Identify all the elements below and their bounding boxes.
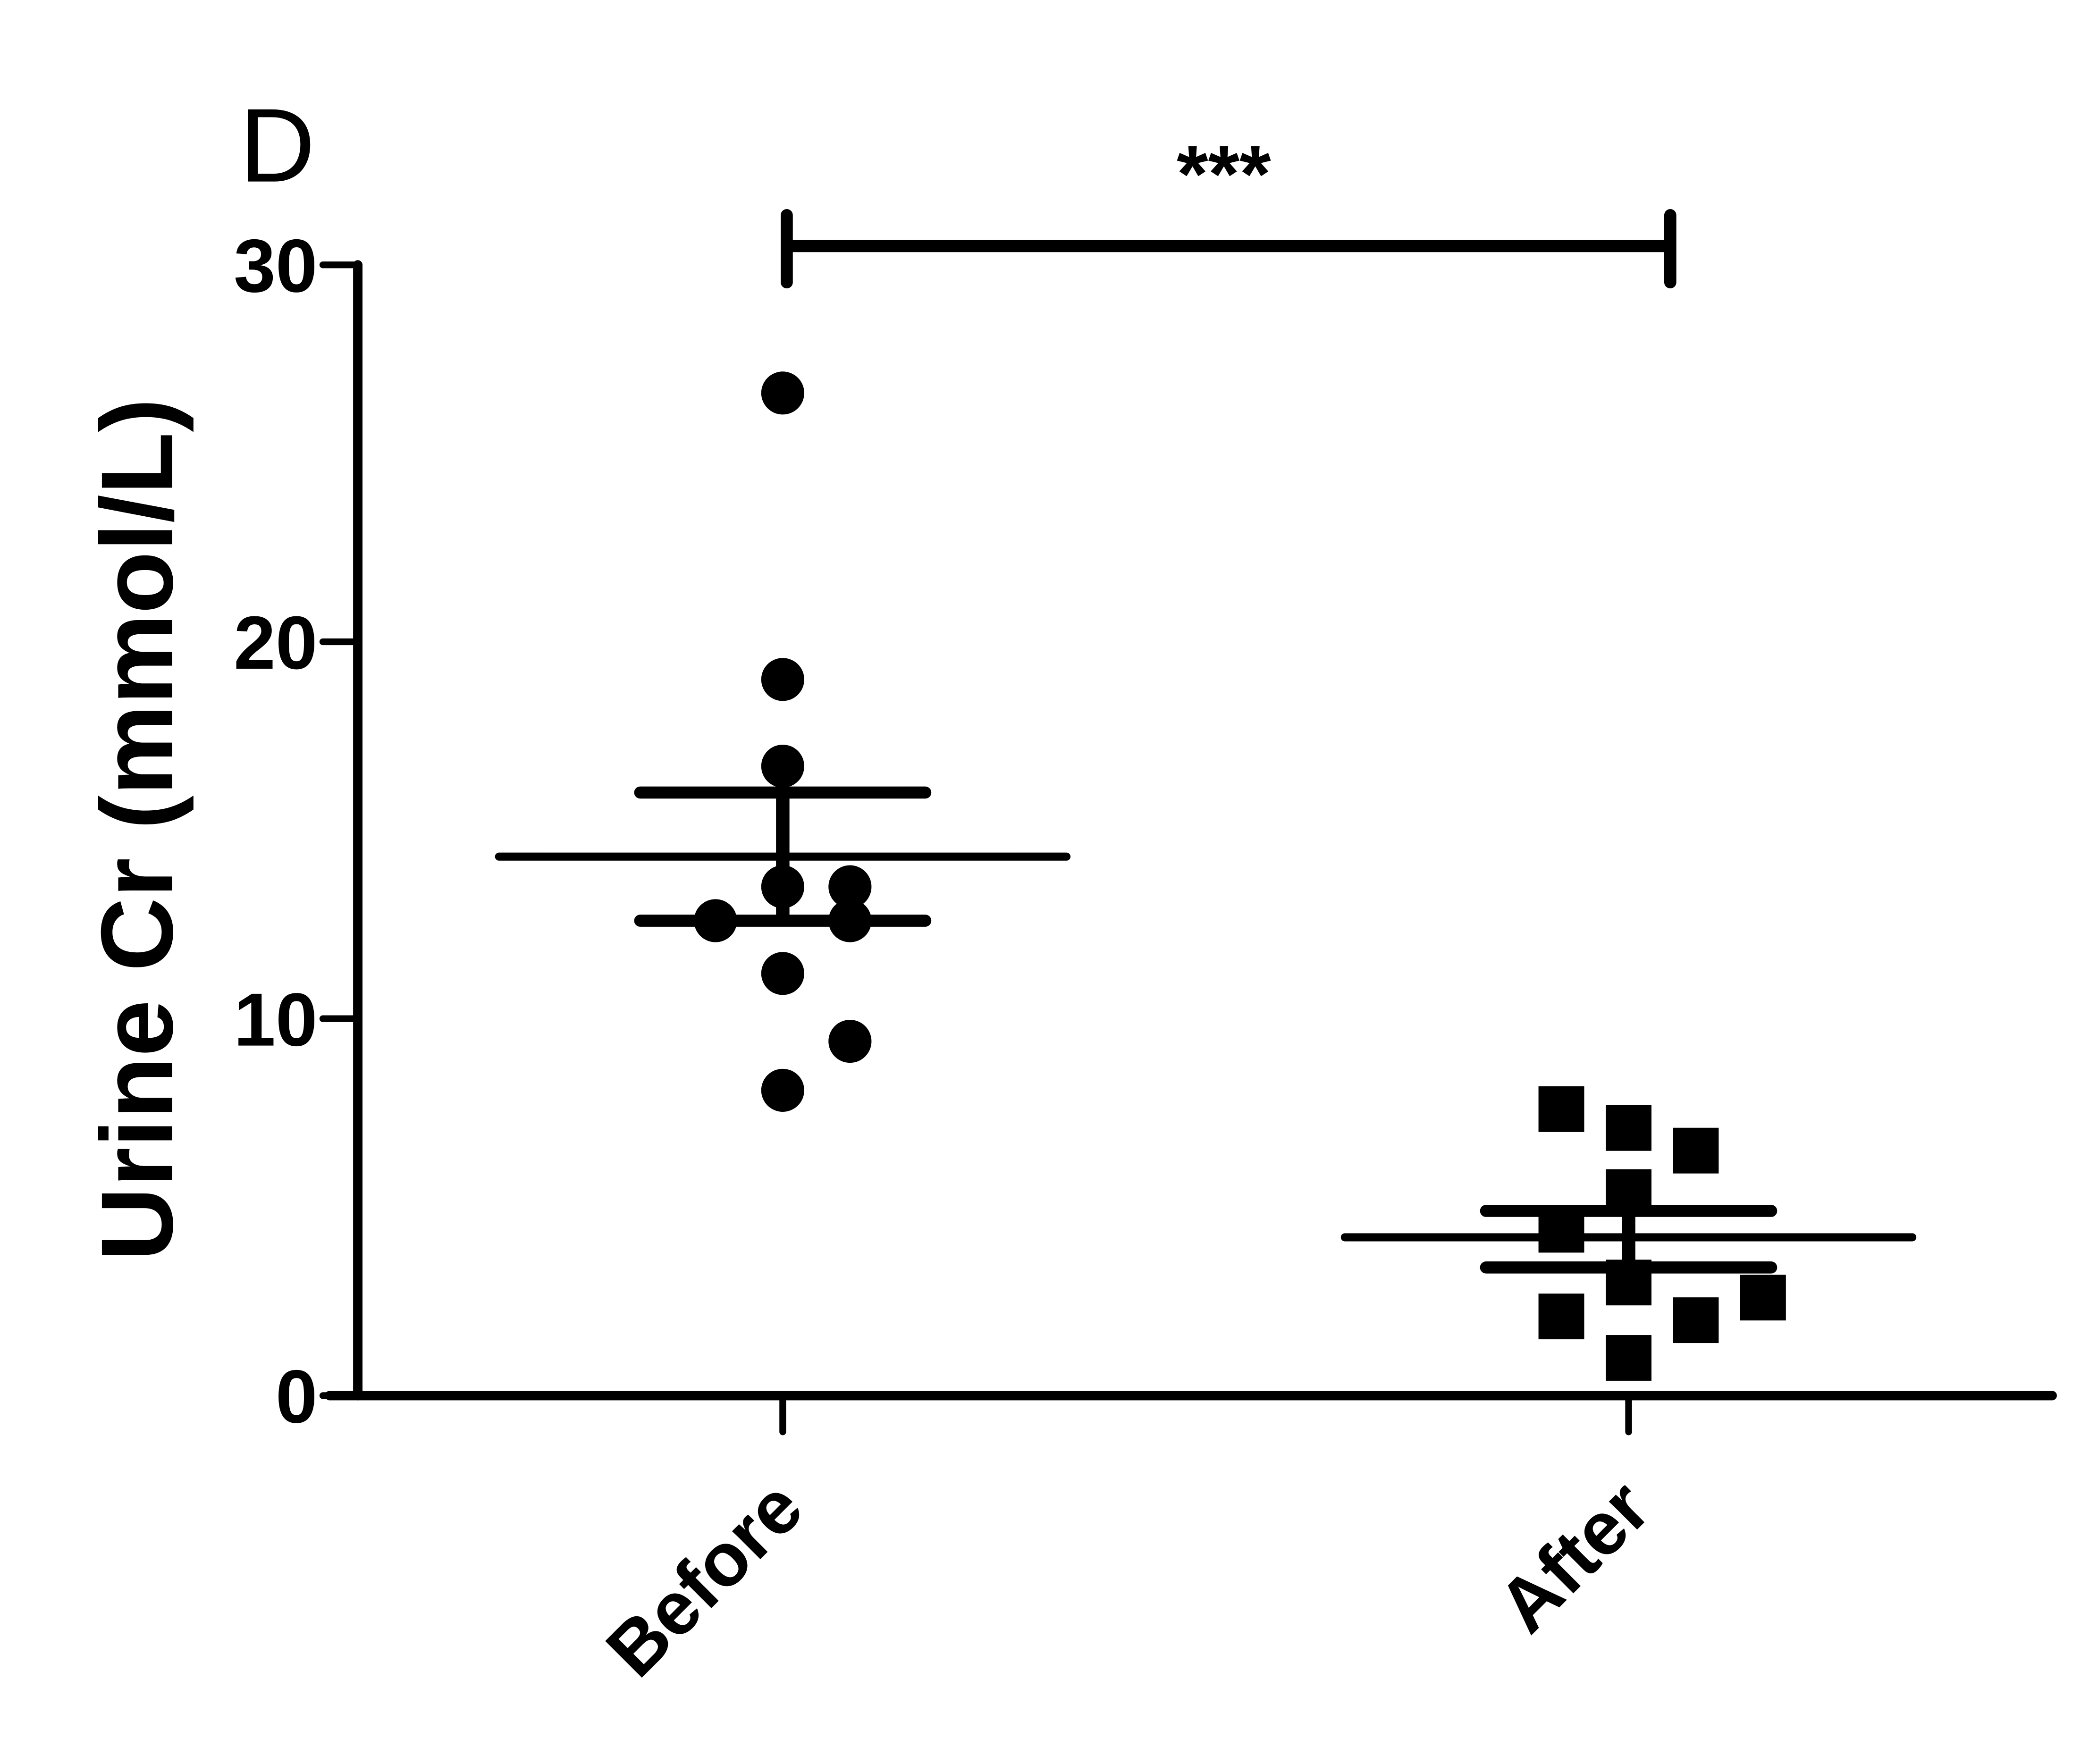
x-category-label-before: Before bbox=[590, 1464, 818, 1692]
data-point-before bbox=[828, 1019, 872, 1063]
data-point-before bbox=[761, 744, 804, 788]
significance-stars: *** bbox=[1177, 129, 1271, 219]
data-point-after bbox=[1606, 1105, 1651, 1151]
y-tick-label: 30 bbox=[234, 224, 317, 308]
x-category-label-after: After bbox=[1482, 1464, 1666, 1648]
data-point-after bbox=[1538, 1086, 1584, 1132]
data-point-after bbox=[1538, 1294, 1584, 1340]
data-point-before bbox=[761, 1068, 804, 1112]
data-point-before bbox=[828, 865, 872, 908]
data-point-before bbox=[761, 658, 804, 701]
y-tick-label: 10 bbox=[234, 978, 317, 1062]
data-marks bbox=[495, 371, 1917, 1381]
y-axis-label: Urine Cr (mmol/L) bbox=[80, 398, 194, 1261]
data-point-after bbox=[1606, 1335, 1651, 1381]
data-point-after bbox=[1740, 1275, 1786, 1321]
data-point-after bbox=[1673, 1127, 1719, 1174]
data-point-after bbox=[1673, 1297, 1719, 1344]
panel-label: D bbox=[239, 87, 315, 204]
y-tick-label: 20 bbox=[234, 601, 317, 685]
axes bbox=[319, 260, 2057, 1436]
data-point-before bbox=[761, 952, 804, 995]
y-tick-label: 0 bbox=[276, 1354, 318, 1438]
significance-bracket bbox=[781, 209, 1677, 289]
data-point-before bbox=[761, 371, 804, 415]
y-tick-labels: 0 10 20 30 bbox=[234, 224, 317, 1438]
